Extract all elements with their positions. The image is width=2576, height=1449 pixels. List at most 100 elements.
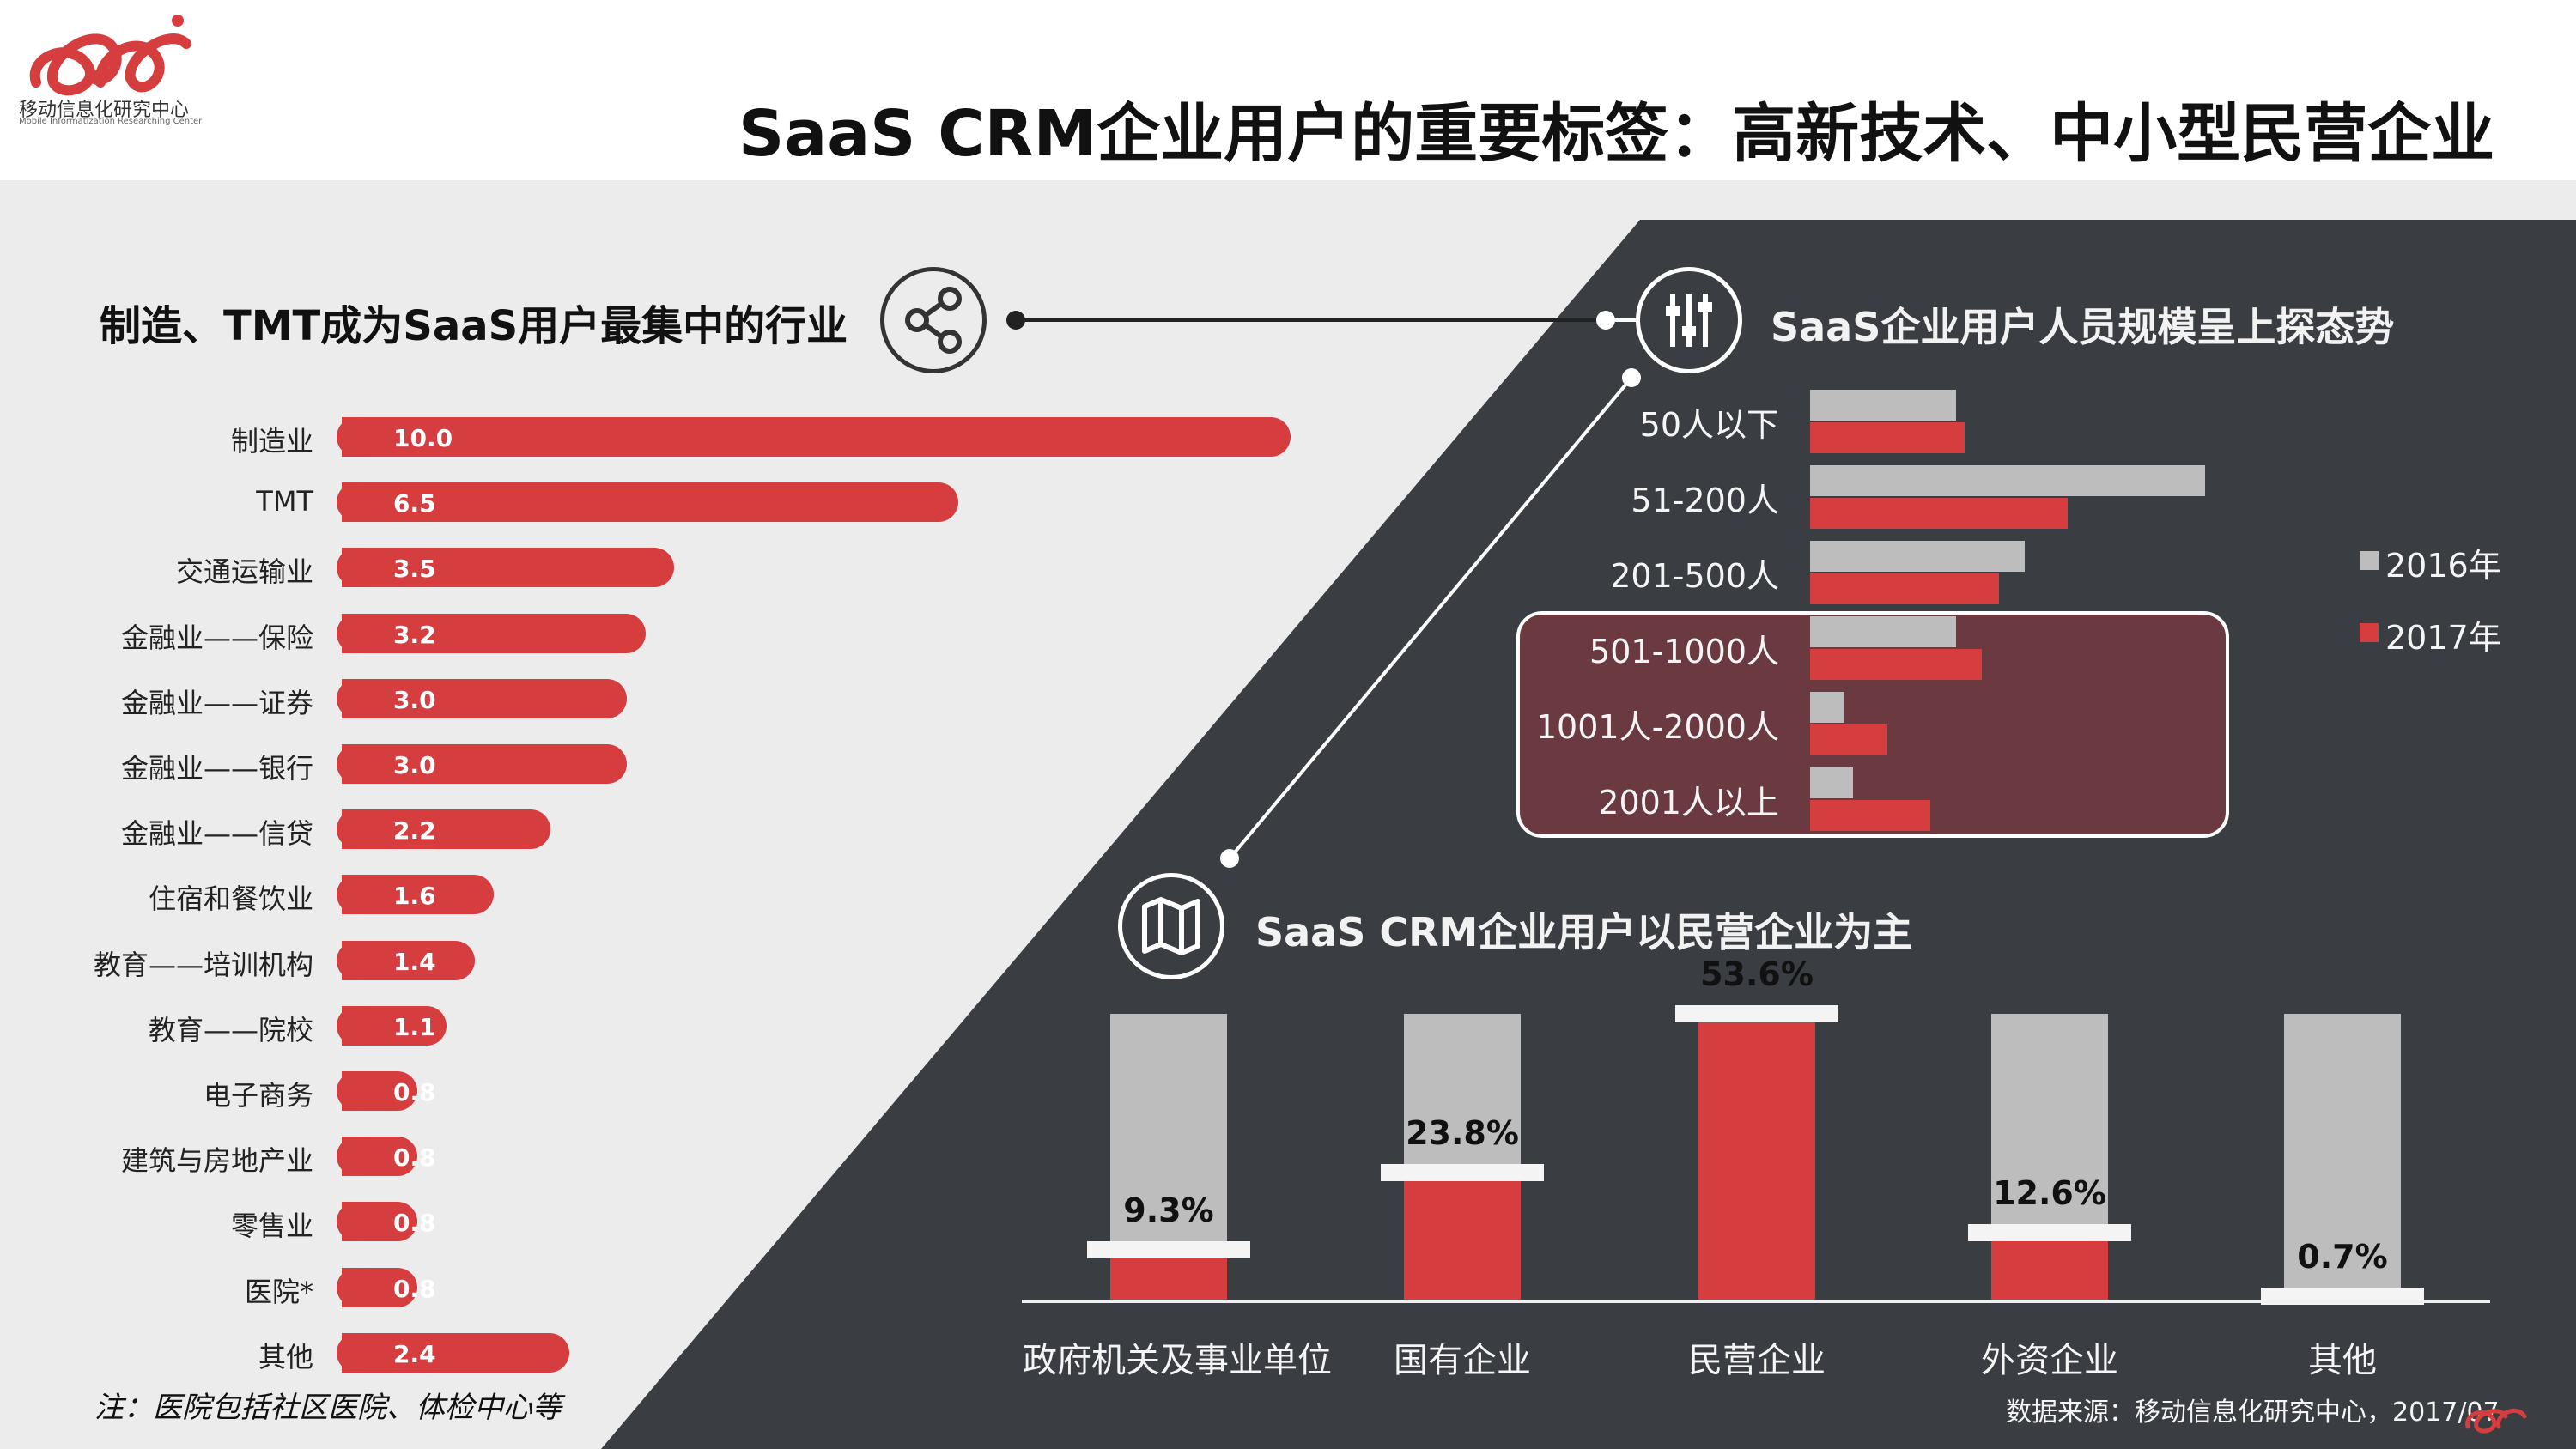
ownership-bar-cap <box>1968 1223 2131 1241</box>
industry-label: TMT <box>256 485 313 518</box>
scale-chart-title: SaaS企业用户人员规模呈上探态势 <box>1771 304 2395 350</box>
industry-bar: 1.6 <box>337 875 494 915</box>
industry-bar: 3.5 <box>337 548 674 588</box>
industry-value: 0.8 <box>393 1209 436 1238</box>
scale-bar-2016 <box>1810 767 1853 798</box>
legend-label: 2016年 <box>2385 547 2501 585</box>
industry-bar: 1.4 <box>337 940 475 980</box>
industry-label: 其他 <box>258 1340 313 1373</box>
industry-value: 2.4 <box>393 1339 436 1368</box>
ownership-label: 政府机关及事业单位 <box>1023 1341 1332 1380</box>
logo-text: 移动信息化研究中心 <box>19 100 190 121</box>
industry-value: 1.6 <box>393 882 436 911</box>
scale-bar-2017 <box>1810 422 1965 453</box>
industry-label: 教育——培训机构 <box>93 948 313 981</box>
industry-label: 制造业 <box>230 425 313 458</box>
ownership-bar-fill <box>1404 1173 1521 1300</box>
industry-label: 零售业 <box>230 1210 313 1243</box>
scale-bar-2016 <box>1810 616 1956 647</box>
scale-bar-2017 <box>1810 498 2068 529</box>
industry-bar: 10.0 <box>337 417 1291 457</box>
industry-label: 医院* <box>244 1275 313 1308</box>
industry-bar: 1.1 <box>337 1005 447 1046</box>
industry-bar: 2.4 <box>336 1332 570 1373</box>
legend-swatch <box>2360 623 2379 642</box>
industry-label: 金融业——银行 <box>120 752 313 785</box>
scale-label: 1001人-2000人 <box>1535 708 1779 746</box>
scale-bar-2017 <box>1810 573 1999 604</box>
ownership-label: 国有企业 <box>1394 1341 1531 1380</box>
industry-label: 建筑与房地产业 <box>120 1144 313 1178</box>
industry-bar: 0.8 <box>336 1071 436 1111</box>
ownership-label: 外资企业 <box>1981 1341 2118 1380</box>
scale-label: 2001人以上 <box>1598 784 1779 822</box>
scale-bar-2016 <box>1810 692 1844 723</box>
scale-bar-2017 <box>1810 649 1982 680</box>
industry-bar: 6.5 <box>336 482 959 523</box>
scale-label: 201-500人 <box>1610 557 1779 595</box>
scale-bar-2017 <box>1810 800 1930 831</box>
industry-label: 电子商务 <box>203 1079 313 1112</box>
industry-bar: 0.8 <box>336 1137 436 1177</box>
ownership-value: 23.8% <box>1406 1114 1519 1153</box>
scale-bar-2017 <box>1810 724 1887 755</box>
ownership-label: 其他 <box>2308 1341 2377 1380</box>
industry-value: 3.0 <box>393 751 436 779</box>
ownership-value: 53.6% <box>1700 955 1814 993</box>
ownership-bar-cap <box>1675 1005 1838 1022</box>
scale-label: 50人以下 <box>1639 406 1779 444</box>
ownership-bar-cap <box>1087 1241 1250 1259</box>
ownership-value: 0.7% <box>2297 1237 2388 1276</box>
industry-value: 3.2 <box>393 620 436 649</box>
industry-label: 住宿和餐饮业 <box>148 882 313 916</box>
ownership-bar-fill <box>1991 1232 2108 1300</box>
industry-value: 10.0 <box>393 424 453 452</box>
industry-bar: 0.8 <box>336 1202 436 1242</box>
header-background <box>0 0 2576 180</box>
slider-icon <box>1636 267 1742 373</box>
industry-value: 6.5 <box>393 489 436 518</box>
scale-bar-2016 <box>1810 390 1956 421</box>
ownership-bar-fill <box>1698 1014 1815 1300</box>
industry-value: 3.5 <box>393 555 436 584</box>
industry-value: 1.1 <box>393 1012 436 1041</box>
ownership-baseline <box>1022 1300 2490 1303</box>
scale-bar-2016 <box>1810 465 2205 496</box>
logo-subtext: Mobile Informatization Researching Cente… <box>19 117 203 126</box>
ownership-value: 9.3% <box>1123 1191 1214 1230</box>
industry-label: 教育——院校 <box>148 1013 313 1046</box>
data-source: 数据来源：移动信息化研究中心，2017/07 <box>2006 1397 2500 1428</box>
logo-icon <box>29 15 191 96</box>
legend-swatch <box>2360 551 2379 570</box>
industry-bar: 0.8 <box>336 1267 436 1307</box>
industry-bar: 3.0 <box>337 678 627 718</box>
ownership-chart-title: SaaS CRM企业用户以民营企业为主 <box>1255 909 1913 955</box>
scale-label: 51-200人 <box>1631 482 1779 519</box>
page-title: SaaS CRM企业用户的重要标签：高新技术、中小型民营企业 <box>738 97 2495 171</box>
legend-label: 2017年 <box>2385 619 2501 657</box>
industry-value: 0.8 <box>393 1143 436 1173</box>
footer-logo-icon <box>2465 1408 2527 1434</box>
industry-chart-title: 制造、TMT成为SaaS用户最集中的行业 <box>100 302 848 350</box>
industry-label: 金融业——证券 <box>120 686 313 719</box>
share-icon <box>880 267 987 373</box>
industry-value: 2.2 <box>393 816 436 846</box>
industry-note: 注：医院包括社区医院、体检中心等 <box>94 1391 562 1425</box>
industry-bar: 3.2 <box>337 613 646 653</box>
ownership-bar-cap <box>1381 1164 1544 1182</box>
industry-value: 1.4 <box>393 947 436 976</box>
industry-value: 0.8 <box>393 1274 436 1303</box>
industry-value: 3.0 <box>393 685 436 714</box>
industry-label: 金融业——保险 <box>120 621 313 654</box>
ownership-bar-background <box>2284 1014 2401 1300</box>
industry-label: 金融业——信贷 <box>120 817 313 851</box>
scale-label: 501-1000人 <box>1589 633 1779 670</box>
scale-bar-2016 <box>1810 541 2025 572</box>
industry-label: 交通运输业 <box>175 555 313 589</box>
industry-bar: 3.0 <box>337 744 627 784</box>
ownership-label: 民营企业 <box>1688 1341 1826 1380</box>
map-icon <box>1118 873 1224 979</box>
industry-value: 0.8 <box>393 1078 436 1106</box>
industry-bar: 2.2 <box>336 809 551 850</box>
ownership-value: 12.6% <box>1993 1173 2106 1212</box>
